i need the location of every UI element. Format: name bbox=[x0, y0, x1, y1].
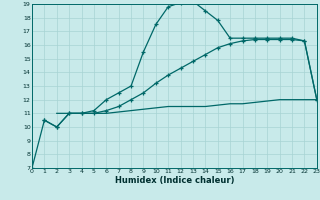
X-axis label: Humidex (Indice chaleur): Humidex (Indice chaleur) bbox=[115, 176, 234, 185]
